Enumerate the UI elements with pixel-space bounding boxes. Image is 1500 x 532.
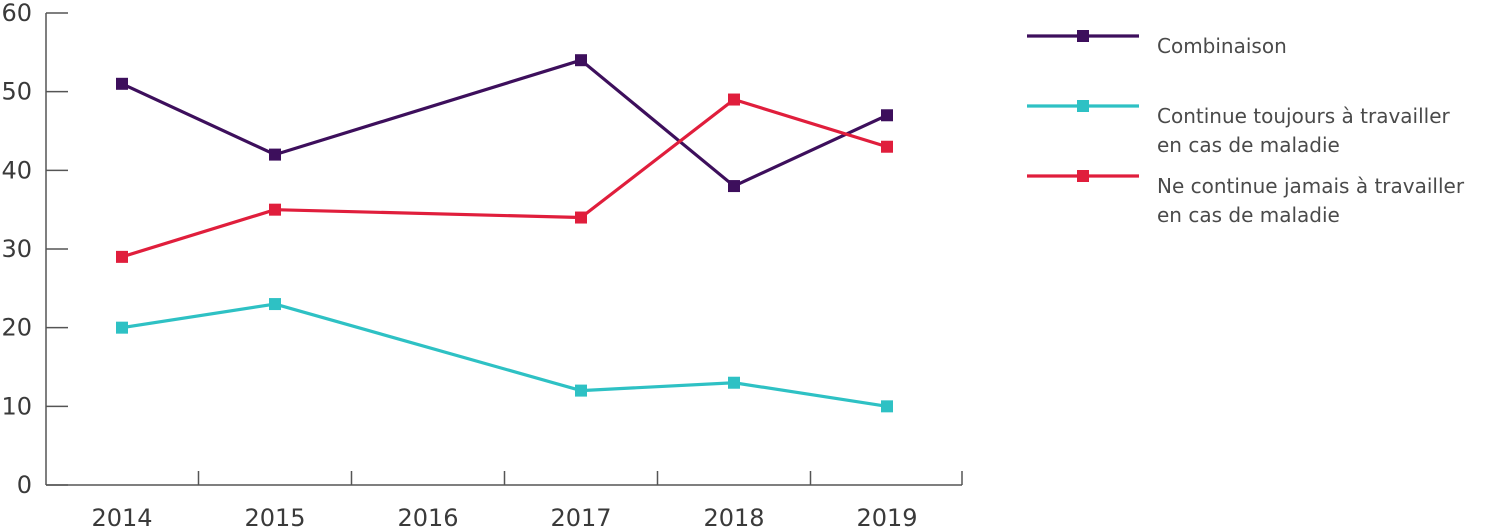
data-point: [881, 109, 893, 122]
data-point: [116, 77, 128, 90]
y-tick-label: 60: [1, 0, 32, 27]
data-point: [728, 376, 740, 389]
series-line-0: [121, 58, 888, 188]
y-tick-label: 30: [1, 235, 32, 263]
x-tick-label: 2018: [703, 504, 764, 532]
x-tick-label: 2019: [856, 504, 917, 532]
data-point: [728, 93, 740, 106]
legend-swatch: [1027, 30, 1139, 42]
legend-label: Combinaison: [1157, 34, 1287, 58]
legend-item: Ne continue jamais à travailler en cas d…: [1025, 162, 1495, 232]
x-tick-label: 2016: [397, 504, 458, 532]
data-point: [728, 180, 740, 193]
data-point: [269, 148, 281, 161]
data-point: [269, 203, 281, 216]
legend: Combinaison Continue toujours à travaille…: [1025, 22, 1495, 232]
data-point: [116, 250, 128, 263]
y-tick-label: 40: [1, 156, 32, 184]
y-tick-label: 50: [1, 78, 32, 106]
data-point: [575, 384, 587, 397]
data-point: [269, 298, 281, 311]
y-tick-label: 20: [1, 314, 32, 342]
legend-item: Continue toujours à travailler en cas de…: [1025, 92, 1495, 162]
series-lines: [121, 58, 888, 408]
data-point: [116, 321, 128, 334]
series-line-2: [121, 97, 888, 259]
series-markers: [116, 54, 893, 413]
series-line-1: [121, 302, 888, 408]
y-tick-label: 10: [1, 392, 32, 420]
data-point: [575, 54, 587, 67]
x-tick-label: 2015: [244, 504, 305, 532]
x-ticks: 2014 2015 2016 2017 2018 2019: [91, 471, 963, 532]
y-tick-label: 0: [17, 471, 32, 499]
data-point: [881, 400, 893, 413]
legend-swatch: [1027, 100, 1139, 112]
legend-swatch: [1027, 170, 1139, 182]
legend-item: Combinaison: [1025, 22, 1495, 92]
data-point: [881, 140, 893, 153]
y-ticks: 0 10 20 30 40 50 60: [1, 0, 68, 499]
data-point: [575, 211, 587, 224]
x-tick-label: 2017: [550, 504, 611, 532]
legend-label: Ne continue jamais à travailler en cas d…: [1157, 174, 1465, 227]
legend-label: Continue toujours à travailler en cas de…: [1157, 104, 1450, 157]
x-tick-label: 2014: [91, 504, 152, 532]
